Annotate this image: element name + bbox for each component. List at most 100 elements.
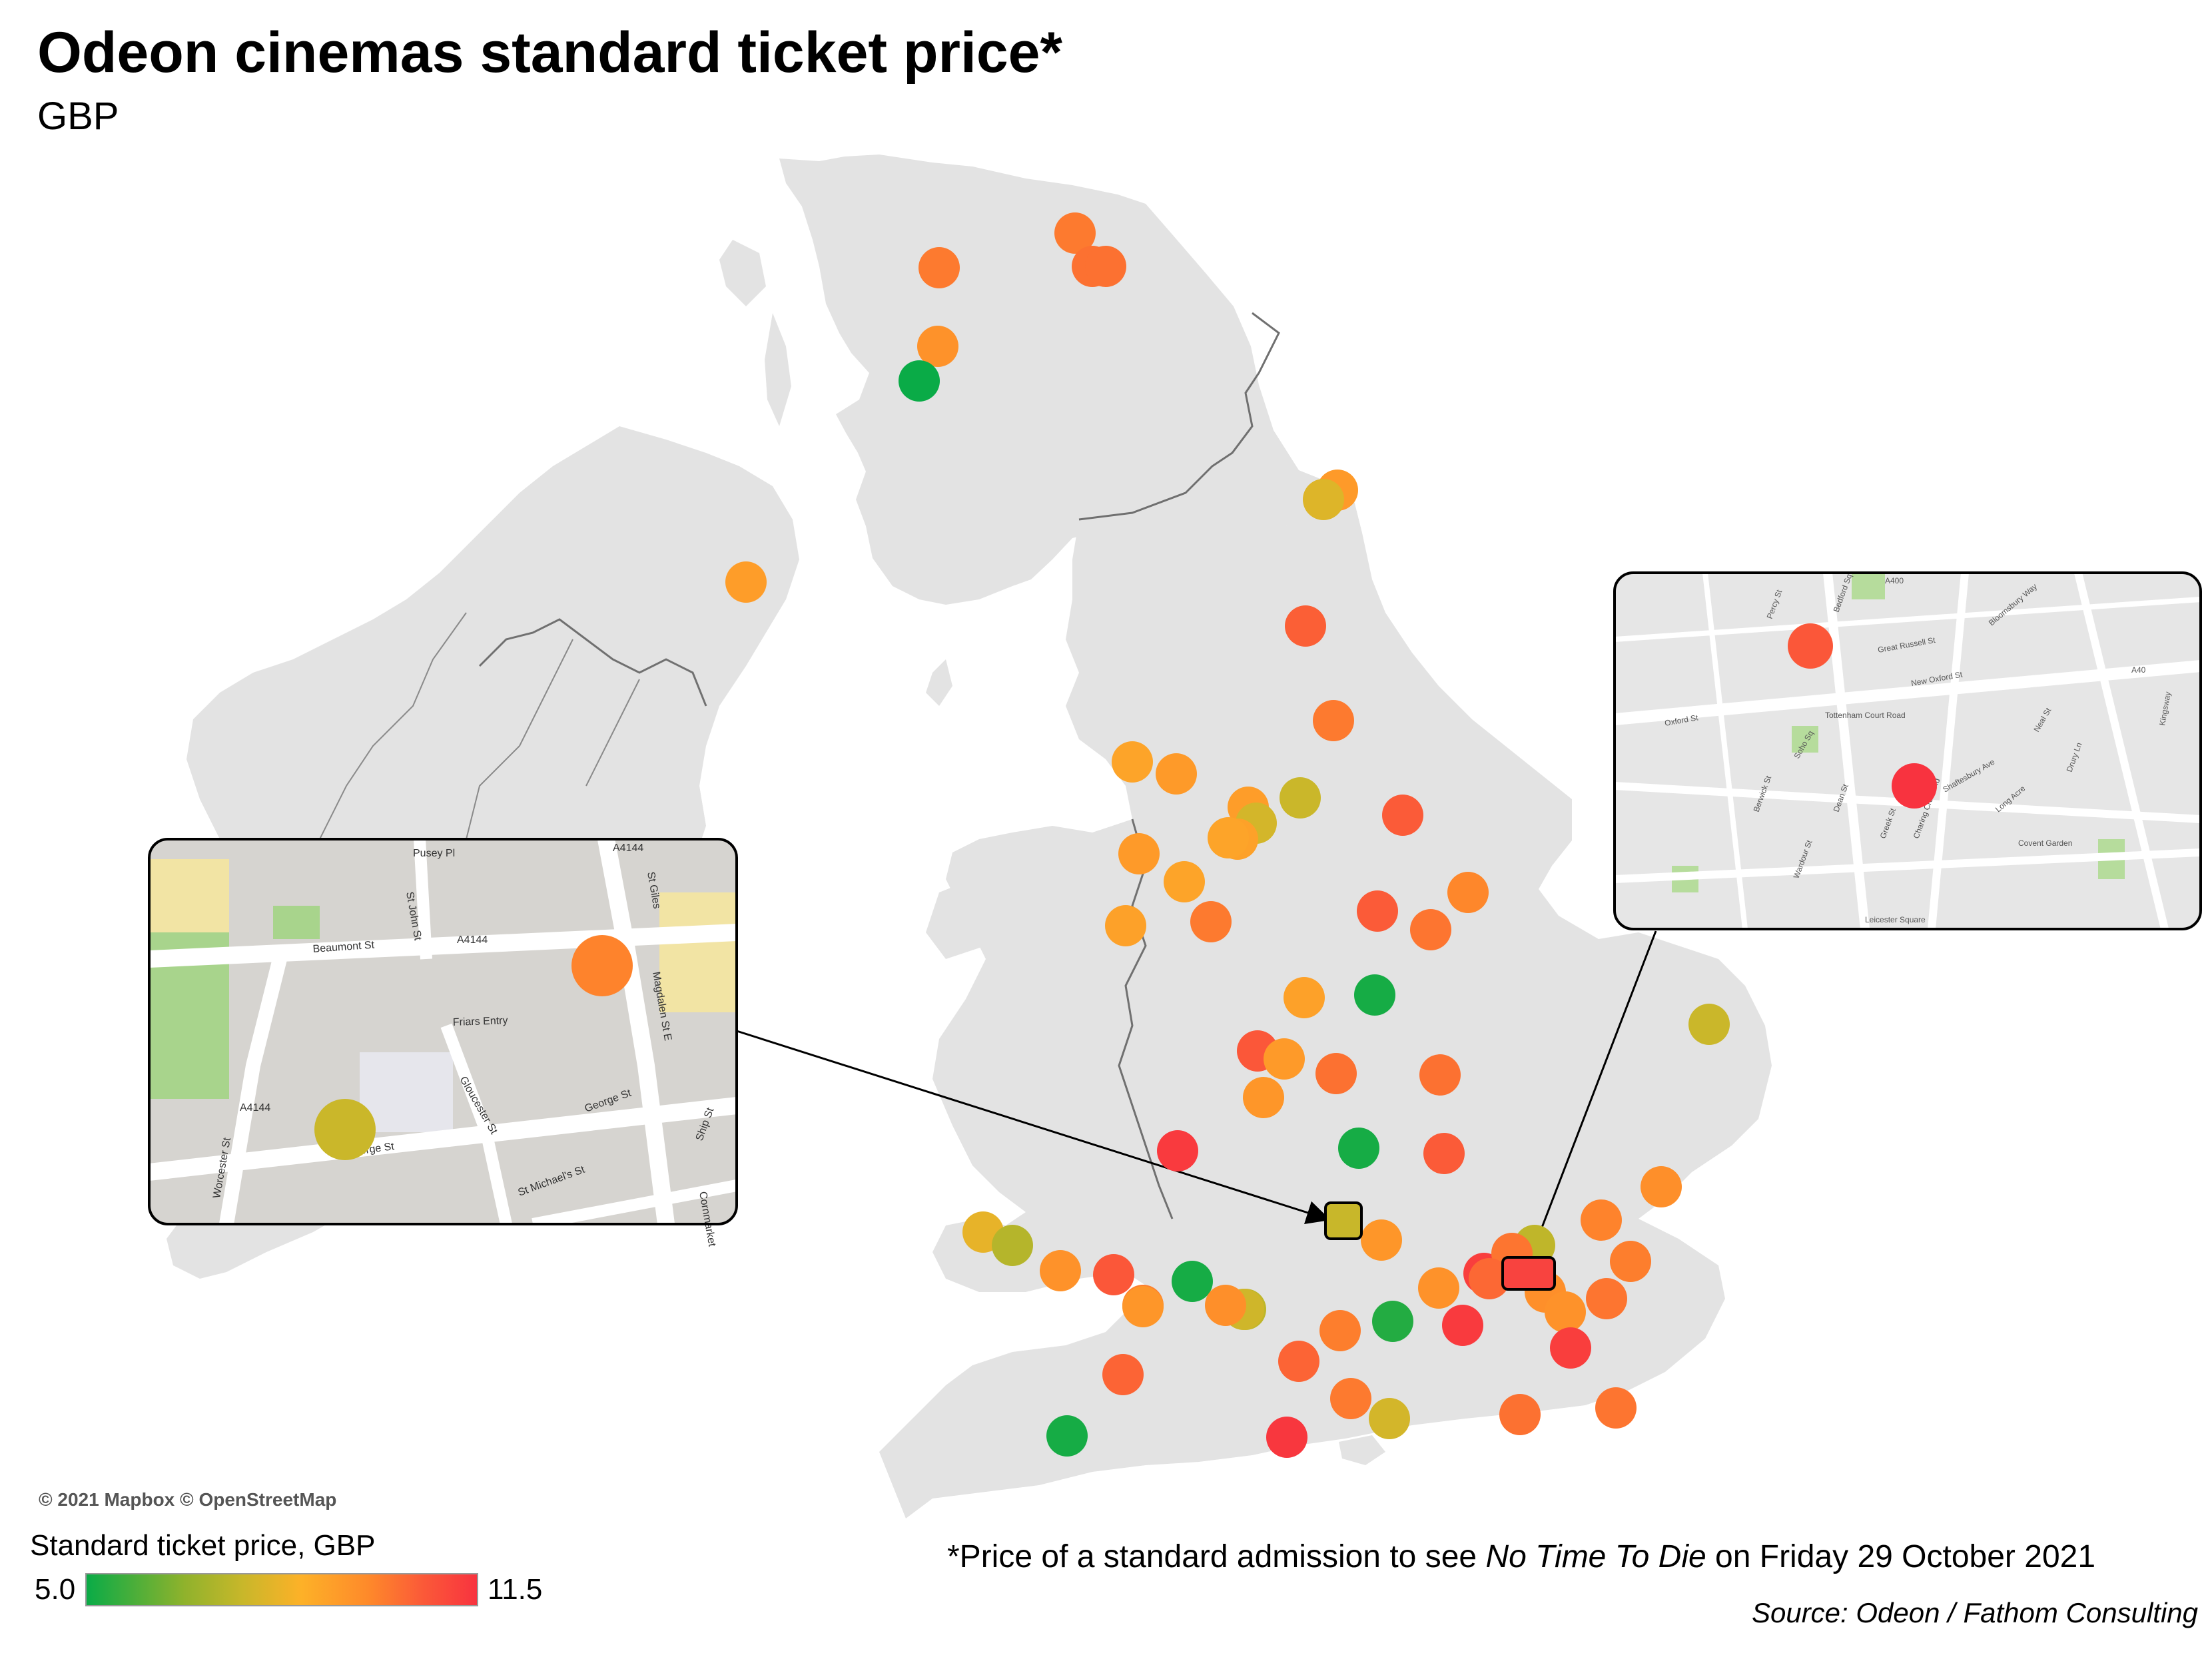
footnote: *Price of a standard admission to see No… xyxy=(947,1538,2095,1575)
cinema-marker[interactable] xyxy=(1442,1305,1483,1346)
inset-oxford-streets xyxy=(149,839,737,1224)
chart-subtitle: GBP xyxy=(37,95,119,138)
cinema-marker[interactable] xyxy=(1338,1128,1379,1169)
cinema-marker[interactable] xyxy=(1499,1394,1541,1435)
london-street-label: Tottenham Court Road xyxy=(1825,711,1906,720)
cinema-marker[interactable] xyxy=(917,326,958,367)
source-note: Source: Odeon / Fathom Consulting xyxy=(1751,1597,2198,1628)
cinema-marker[interactable] xyxy=(1586,1278,1627,1319)
cinema-marker[interactable] xyxy=(1164,861,1205,902)
border-wales-england xyxy=(1118,819,1174,1219)
cinema-marker[interactable] xyxy=(1688,1004,1730,1045)
cinema-marker[interactable] xyxy=(725,561,767,603)
cinema-marker[interactable] xyxy=(1085,246,1126,287)
cinema-marker[interactable] xyxy=(1172,1261,1213,1302)
cinema-marker[interactable] xyxy=(1093,1254,1134,1295)
inset-connectors xyxy=(736,930,1657,1266)
cinema-marker[interactable] xyxy=(1581,1199,1622,1241)
cinema-marker[interactable] xyxy=(1357,890,1398,932)
cinema-marker[interactable] xyxy=(1330,1378,1371,1419)
cinema-marker[interactable] xyxy=(1040,1250,1081,1291)
cinema-marker[interactable] xyxy=(1102,1354,1144,1395)
london-cinema-marker[interactable] xyxy=(1892,763,1937,809)
london-street-label: Covent Garden xyxy=(2018,838,2072,848)
cinema-marker[interactable] xyxy=(1419,1054,1461,1096)
cinema-marker[interactable] xyxy=(1205,1285,1246,1326)
land-isle-of-man xyxy=(926,659,952,706)
border-northern-ireland xyxy=(478,618,707,707)
oxford-connector-arrow xyxy=(736,1030,1331,1225)
chart-title: Odeon cinemas standard ticket price* xyxy=(37,21,1062,85)
cinema-marker[interactable] xyxy=(1266,1417,1307,1458)
oxford-street-label: Beaumont St xyxy=(312,940,375,955)
oxford-cinema-marker[interactable] xyxy=(571,935,633,996)
cinema-marker[interactable] xyxy=(1243,1077,1284,1118)
cinema-marker[interactable] xyxy=(899,360,940,402)
cinema-marker[interactable] xyxy=(1303,479,1344,520)
cinema-marker[interactable] xyxy=(1354,974,1395,1016)
cinema-marker[interactable] xyxy=(1410,909,1451,950)
legend-max-label: 11.5 xyxy=(488,1573,543,1606)
inset-oxford-frame xyxy=(148,838,738,1225)
cinema-marker[interactable] xyxy=(1157,1130,1198,1171)
land-kintyre xyxy=(765,313,791,426)
cinema-marker[interactable] xyxy=(1469,1258,1510,1299)
cinema-marker[interactable] xyxy=(1264,1038,1305,1080)
cinema-marker[interactable] xyxy=(1208,817,1249,858)
cinema-marker[interactable] xyxy=(1280,777,1321,819)
border-scotland-england xyxy=(1078,312,1280,521)
cinema-marker[interactable] xyxy=(919,247,960,288)
oxford-street-label: A4144 xyxy=(240,1102,270,1114)
cinema-marker[interactable] xyxy=(1550,1327,1591,1369)
cinema-marker[interactable] xyxy=(1112,741,1153,783)
cinema-marker[interactable] xyxy=(1315,1053,1357,1094)
cinema-marker[interactable] xyxy=(1418,1267,1459,1309)
inset-oxford-markers xyxy=(314,935,633,1160)
cinema-marker[interactable] xyxy=(1190,901,1232,942)
cinema-marker[interactable] xyxy=(1595,1387,1637,1429)
oxford-cinema-marker[interactable] xyxy=(314,1099,376,1160)
cinema-marker[interactable] xyxy=(1369,1398,1410,1439)
cinema-marker[interactable] xyxy=(1382,795,1423,836)
cinema-marker[interactable] xyxy=(1313,700,1354,741)
legend-min-label: 5.0 xyxy=(35,1573,76,1606)
border-irish-counties xyxy=(319,612,640,840)
cinema-marker[interactable] xyxy=(1118,833,1160,874)
cinema-marker[interactable] xyxy=(1372,1301,1413,1342)
cinema-marker[interactable] xyxy=(1156,753,1197,795)
cinema-marker[interactable] xyxy=(1423,1133,1465,1174)
cinema-marker[interactable] xyxy=(1319,1310,1361,1351)
london-street-label: Leicester Square xyxy=(1865,915,1926,924)
cinema-marker[interactable] xyxy=(1447,872,1489,913)
cinema-marker[interactable] xyxy=(1105,905,1146,946)
cinema-marker[interactable] xyxy=(1361,1219,1402,1261)
cinema-marker[interactable] xyxy=(1545,1291,1586,1333)
cinema-marker[interactable] xyxy=(1610,1241,1651,1282)
cinema-marker[interactable] xyxy=(1046,1415,1088,1457)
cinema-marker[interactable] xyxy=(1122,1286,1164,1327)
london-connector-arrow xyxy=(1524,930,1657,1266)
london-highlight-box[interactable] xyxy=(1501,1256,1556,1291)
cinema-marker[interactable] xyxy=(1278,1341,1319,1382)
oxford-street-label: Friars Entry xyxy=(453,1015,508,1028)
cinema-marker[interactable] xyxy=(1641,1166,1682,1207)
footnote-suffix: on Friday 29 October 2021 xyxy=(1706,1539,2096,1574)
cinema-marker[interactable] xyxy=(1054,212,1096,254)
oxford-highlight-box[interactable] xyxy=(1324,1201,1363,1240)
footnote-prefix: *Price of a standard admission to see xyxy=(947,1539,1486,1574)
inset-london-streets xyxy=(1615,573,2201,929)
cinema-marker[interactable] xyxy=(1285,605,1326,647)
map-attribution: © 2021 Mapbox © OpenStreetMap xyxy=(39,1489,337,1510)
cinema-marker[interactable] xyxy=(1284,977,1325,1018)
oxford-street-label: A4144 xyxy=(613,842,643,854)
land-isle-of-wight xyxy=(1339,1435,1385,1465)
london-cinema-marker[interactable] xyxy=(1788,623,1833,669)
cinema-marker[interactable] xyxy=(992,1225,1033,1266)
land-wales-west xyxy=(926,866,1039,959)
land-islands-west xyxy=(719,240,766,306)
inset-london-frame xyxy=(1613,571,2202,930)
footnote-film-title: No Time To Die xyxy=(1485,1539,1706,1574)
